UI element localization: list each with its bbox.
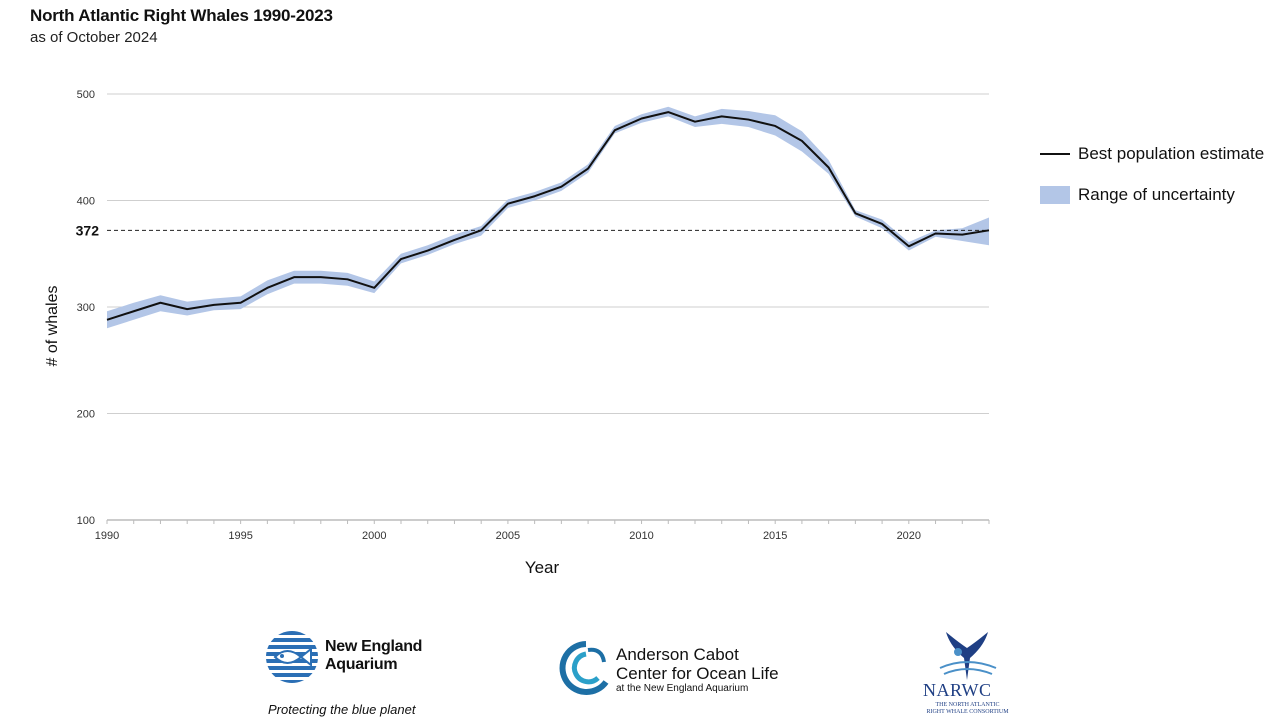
best-estimate-line (106, 111, 990, 321)
chart-legend: Best population estimate Range of uncert… (1040, 143, 1264, 225)
y-tick-label: 400 (77, 196, 95, 208)
narwc-sub-line2: RIGHT WHALE CONSORTIUM (926, 709, 1009, 715)
footer-logos: New England Aquarium Protecting the blue… (0, 620, 1280, 720)
narwc-sub-line1: THE NORTH ATLANTIC (935, 702, 1000, 708)
y-tick-label: 300 (77, 302, 95, 314)
uncertainty-band (107, 106, 989, 329)
y-axis-title: # of whales (44, 286, 61, 367)
legend-swatch-band (1040, 186, 1070, 204)
nea-tagline: Protecting the blue planet (268, 702, 416, 717)
chart-subtitle: as of October 2024 (30, 29, 158, 46)
x-axis-title: Year (525, 558, 560, 577)
x-tick-label: 2005 (496, 530, 520, 542)
reference-line-label: 372 (76, 222, 100, 238)
y-tick-label: 500 (77, 89, 95, 101)
x-tick-label: 2010 (629, 530, 653, 542)
legend-item-uncertainty: Range of uncertainty (1040, 184, 1264, 206)
acc-name-line1: Anderson Cabot (616, 645, 739, 664)
chart-title: North Atlantic Right Whales 1990-2023 (30, 6, 333, 25)
nea-name-line2: Aquarium (325, 656, 398, 673)
acc-name-line3: at the New England Aquarium (616, 683, 749, 694)
x-tick-label: 2000 (362, 530, 386, 542)
whale-tail-icon (939, 632, 997, 680)
legend-label-uncertainty: Range of uncertainty (1078, 185, 1235, 204)
narwc-name: NARWC (923, 680, 992, 700)
legend-item-best-estimate: Best population estimate (1040, 143, 1264, 165)
acc-wave-icon (559, 641, 609, 695)
nea-name-line1: New England (325, 638, 423, 655)
x-tick-label: 1990 (95, 530, 119, 542)
population-chart: 100 200 300 400 500 1990 1995 2000 2005 2010 2015 2… (44, 89, 990, 577)
legend-label-best-estimate: Best population estimate (1078, 144, 1265, 163)
y-tick-label: 200 (77, 409, 95, 421)
x-tick-label: 1995 (228, 530, 252, 542)
nea-fish-icon (266, 631, 318, 683)
y-tick-label: 100 (77, 515, 95, 527)
legend-swatch-line (1040, 153, 1070, 155)
acc-name-line2: Center for Ocean Life (616, 664, 779, 683)
x-tick-label: 2020 (897, 530, 921, 542)
x-tick-label: 2015 (763, 530, 787, 542)
